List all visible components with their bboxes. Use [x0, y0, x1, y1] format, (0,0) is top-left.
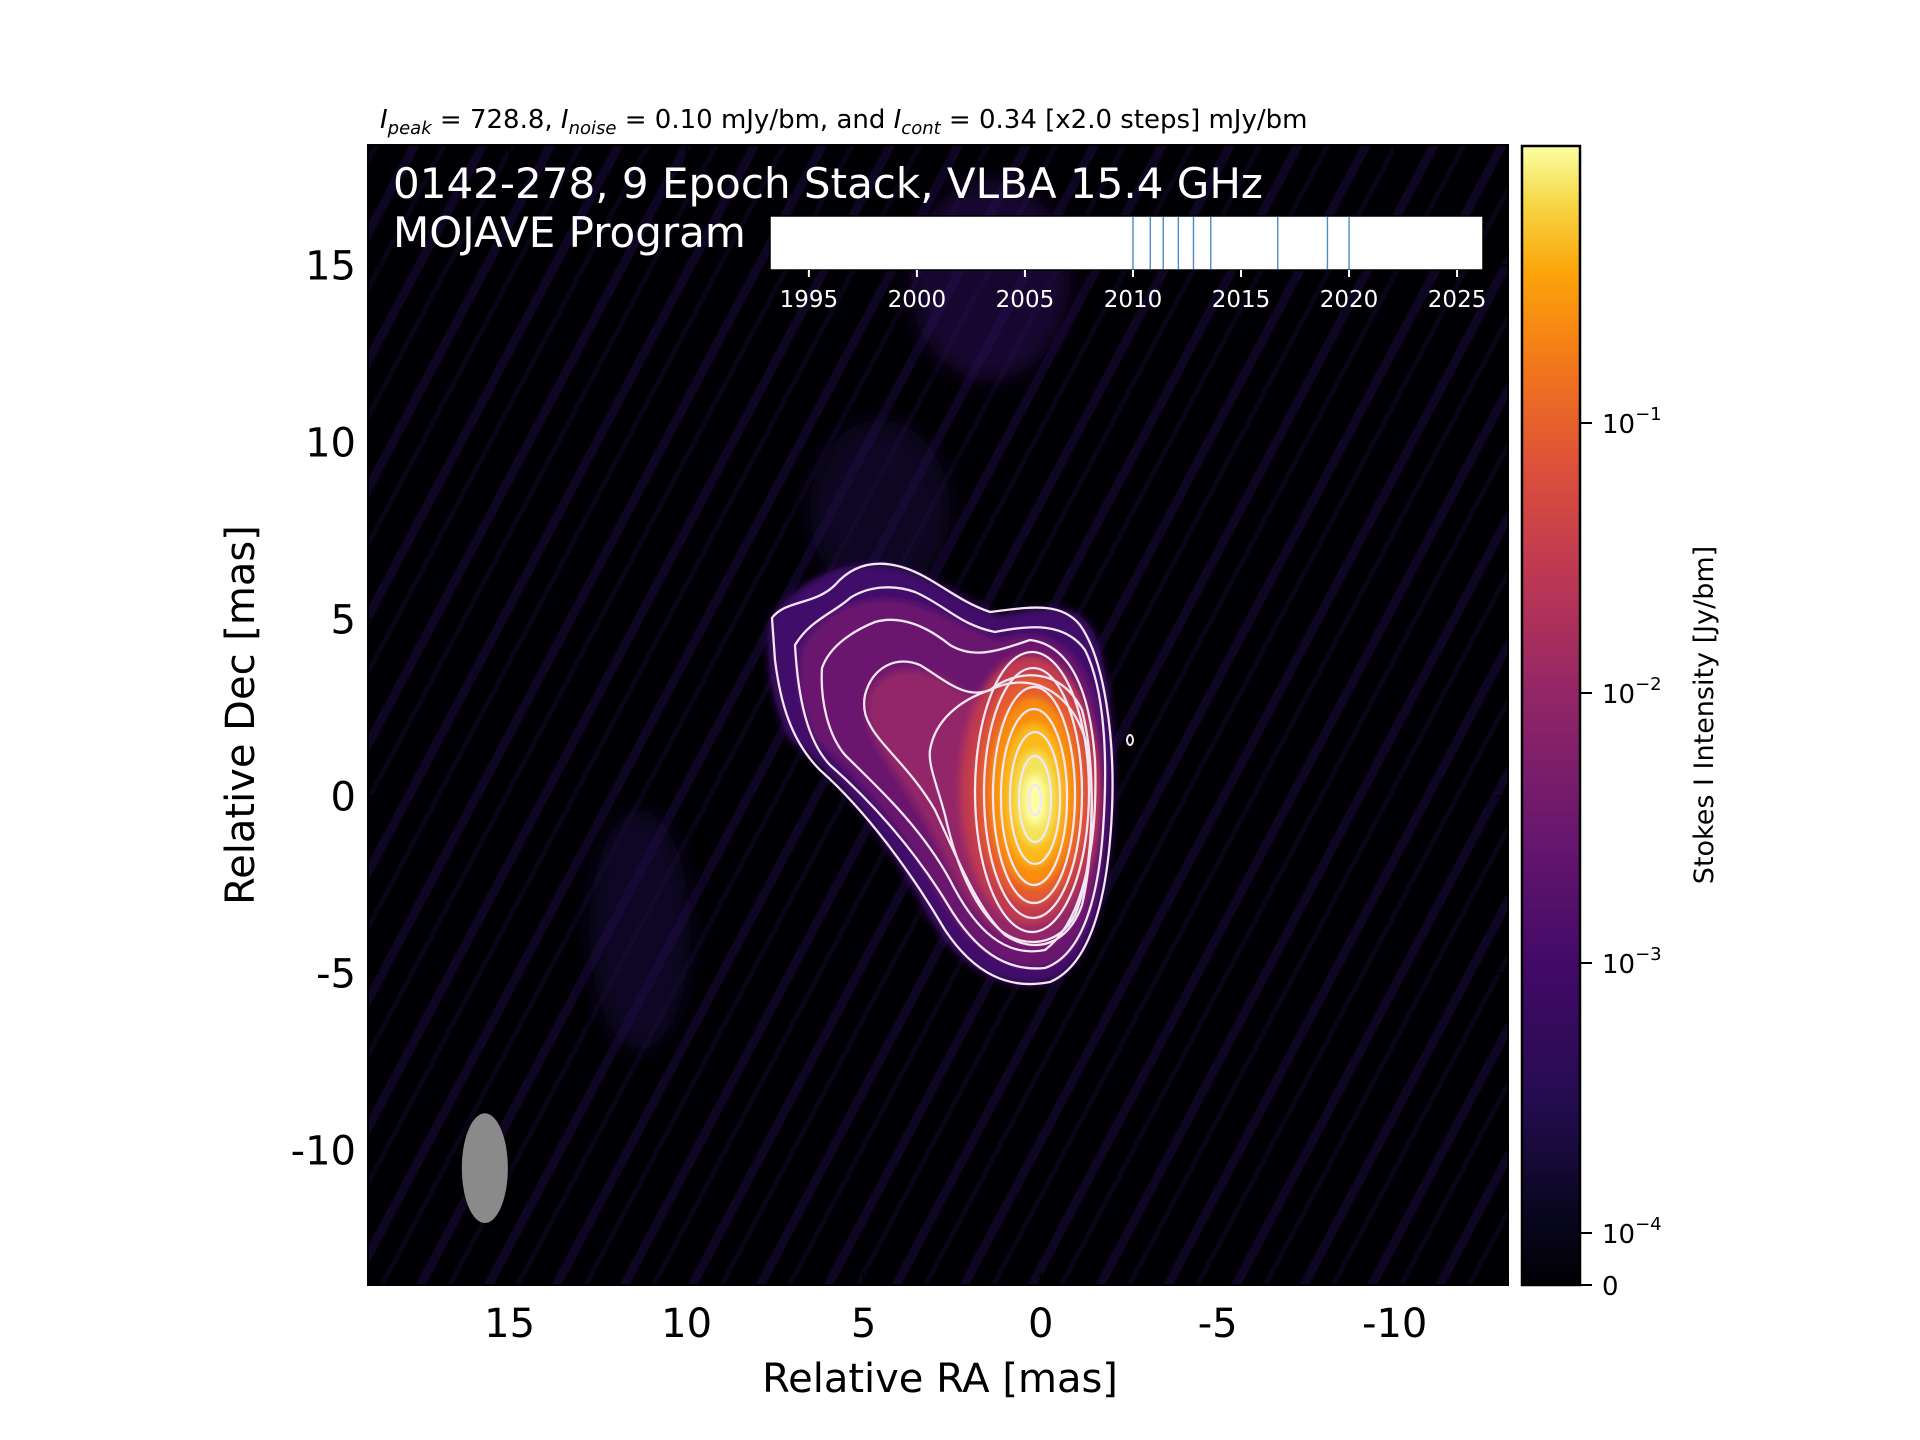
x-tick-label: 0: [1028, 1301, 1053, 1347]
contour-level: [820, 618, 1097, 953]
diffuse-emission: [590, 810, 690, 1050]
contour-level: [982, 666, 1084, 920]
y-tick-label: 10: [305, 420, 356, 466]
colorbar-tick-label: 0: [1602, 1272, 1619, 1302]
x-tick-label: 10: [661, 1301, 712, 1347]
contour-level: [999, 707, 1069, 887]
contour-level: [1126, 734, 1134, 746]
contour-level: [1027, 783, 1043, 817]
colorbar-tick-label: 10−1: [1602, 404, 1662, 440]
x-tick-label: 15: [484, 1301, 535, 1347]
y-axis-label: Relative Dec [mas]: [218, 525, 264, 905]
epoch-markers: [1132, 217, 1350, 269]
colorbar-tick-label: 10−4: [1602, 1214, 1662, 1250]
timeline-tick-label: 1995: [780, 287, 839, 313]
y-tick-label: 0: [331, 774, 356, 820]
x-axis: 15 10 5 0 -5 -10: [484, 145, 1427, 1347]
timeline-axis: 1995 2000 2005 2010 2015 2020 2025: [780, 270, 1487, 313]
contour-level: [793, 586, 1107, 970]
x-axis-label: Relative RA [mas]: [762, 1356, 1118, 1402]
colorbar-ticks: 10−1 10−2 10−3 10−4 0: [1580, 404, 1662, 1302]
x-tick-label: 5: [851, 1301, 876, 1347]
contour-level: [991, 685, 1077, 905]
timeline-tick-label: 2005: [996, 287, 1055, 313]
y-axis: 15 10 5 0 -5 -10: [291, 243, 1508, 1174]
y-tick-label: -10: [291, 1128, 356, 1174]
contour-level: [973, 650, 1091, 934]
y-tick-label: -5: [316, 951, 356, 997]
colorbar-tick-label: 10−2: [1602, 674, 1662, 710]
x-tick-label: -10: [1362, 1301, 1427, 1347]
colorbar-label: Stokes I Intensity [Jy/bm]: [1689, 546, 1720, 884]
x-tick-label: -5: [1198, 1301, 1238, 1347]
colorbar: 10−1 10−2 10−3 10−4 0 Stokes I Intensity [Jy…: [1520, 144, 1720, 1302]
timeline-tick-label: 2000: [888, 287, 947, 313]
contour-level: [862, 660, 1093, 947]
beam-ellipse: [461, 1113, 508, 1224]
diffuse-emission: [910, 180, 1070, 380]
chart-header: Ipeak = 728.8, Inoise = 0.10 mJy/bm, and…: [380, 105, 1307, 139]
y-tick-label: 5: [331, 597, 356, 643]
colorbar-gradient: [1520, 144, 1582, 1287]
plot-title: 0142-278, 9 Epoch Stack, VLBA 15.4 GHz: [393, 159, 1263, 208]
epoch-timeline: 1995 2000 2005 2010 2015 2020 2025: [769, 215, 1487, 313]
y-tick-label: 15: [305, 243, 356, 289]
plot-subtitle: MOJAVE Program: [393, 208, 746, 257]
timeline-box: [769, 215, 1484, 271]
contour-level: [1017, 754, 1053, 844]
colorbar-tick-label: 10−3: [1602, 944, 1662, 980]
contour-level: [1008, 730, 1062, 866]
contour-lines: [770, 562, 1134, 986]
diffuse-emission: [810, 420, 950, 600]
timeline-tick-label: 2020: [1320, 287, 1379, 313]
timeline-tick-label: 2025: [1428, 287, 1487, 313]
image-panel: [368, 145, 1508, 1285]
plot-frame: [367, 144, 1509, 1286]
contour-level: [770, 562, 1114, 986]
timeline-tick-label: 2010: [1104, 287, 1163, 313]
timeline-tick-label: 2015: [1212, 287, 1271, 313]
